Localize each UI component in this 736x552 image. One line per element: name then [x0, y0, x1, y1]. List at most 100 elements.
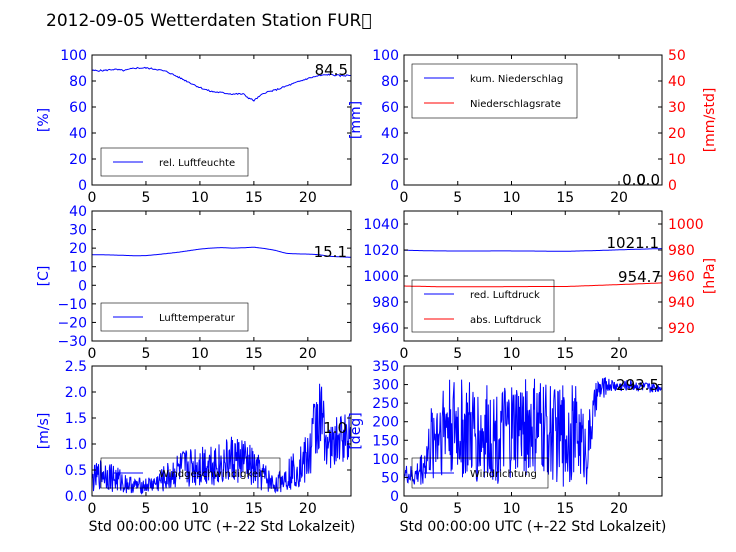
y-tick-label: −10 [57, 297, 87, 313]
y-tick-label: 300 [372, 378, 399, 394]
y-tick-label: 0.0 [65, 489, 87, 505]
y-axis-label: [%] [36, 108, 52, 132]
x-tick-label: 0 [400, 346, 409, 362]
y2-tick-label: 50 [668, 48, 686, 64]
x-tick-label: 5 [453, 190, 462, 206]
series-line-0 [91, 246, 351, 258]
legend-label: Windgeschwindigkeit [159, 469, 265, 480]
axes-frame [91, 365, 352, 497]
legend-box [100, 147, 249, 177]
x-axis-label-right: Std 00:00:00 UTC (+-22 Std Lokalzeit) [400, 519, 667, 535]
axes-frame [91, 210, 352, 342]
legend-label: Niederschlagsrate [470, 99, 561, 110]
series-line-0 [91, 383, 352, 495]
value-annotation: 1.0 [323, 419, 347, 437]
x-tick-label: 5 [141, 346, 150, 362]
x-tick-label: 20 [610, 346, 628, 362]
y2-tick-label: 940 [668, 295, 695, 311]
legend-box [411, 457, 549, 489]
y-tick-label: 40 [69, 204, 87, 220]
y-tick-label: 50 [381, 470, 399, 486]
panel-precipitation: 0 5 10 15 20 0 20 40 60 80 100 0 10 20 30 40 50 [mm] [mm/s… [348, 48, 718, 206]
y-tick-label: 960 [372, 321, 399, 337]
x-tick-label: 10 [191, 346, 209, 362]
y-tick-label: 980 [372, 295, 399, 311]
legend-label: abs. Luftdruck [470, 315, 541, 326]
series-line-0 [403, 377, 663, 487]
y2-tick-label: 920 [668, 321, 695, 337]
x-axis-label-left: Std 00:00:00 UTC (+-22 Std Lokalzeit) [89, 519, 356, 535]
y2-axis-label: [hPa] [702, 258, 718, 294]
axes-frame [403, 54, 663, 186]
x-tick-label: 0 [400, 501, 409, 517]
value-annotation: 84.5 [315, 61, 348, 79]
axes-frame [91, 54, 352, 186]
value-annotation: 15.1 [314, 243, 347, 261]
y-axis-label: [C] [36, 266, 52, 287]
y-axis-label: [deg] [348, 412, 364, 449]
x-tick-label: 20 [299, 501, 317, 517]
figure-title: 2012-09-05 Wetterdaten Station FUR  [46, 11, 372, 31]
y-tick-label: 350 [372, 359, 399, 375]
legend-box [100, 457, 281, 489]
y-tick-label: 1.0 [65, 437, 87, 453]
y-tick-label: 80 [69, 74, 87, 90]
y-tick-label: 1040 [363, 217, 399, 233]
y-tick-label: 100 [372, 48, 399, 64]
y2-tick-label: 10 [668, 152, 686, 168]
y-tick-label: −20 [57, 315, 87, 331]
x-tick-label: 5 [141, 501, 150, 517]
panel-wind-speed: 0 5 10 15 20 0.0 0.5 1.0 1.5 2.0 2.5 [m/s] Windgesch… [36, 359, 352, 517]
x-tick-label: 10 [191, 190, 209, 206]
x-tick-label: 0 [88, 346, 97, 362]
y-tick-label: 1000 [363, 269, 399, 285]
x-tick-label: 5 [453, 346, 462, 362]
y2-tick-label: 960 [668, 269, 695, 285]
x-tick-label: 15 [556, 190, 574, 206]
series-line-0 [404, 248, 662, 252]
x-tick-label: 15 [245, 501, 263, 517]
panel-pressure: 0 5 10 15 20 960 980 1000 1020 1040 920 940 960 980 10… [363, 210, 718, 362]
y-tick-label: 0 [390, 489, 399, 505]
legend-label: kum. Niederschlag [470, 74, 563, 85]
y-tick-label: 0 [78, 178, 87, 194]
x-tick-label: 10 [503, 501, 521, 517]
y-tick-label: 40 [69, 126, 87, 142]
series-line-1 [404, 282, 662, 288]
legend-box [100, 302, 249, 332]
x-tick-label: 0 [88, 501, 97, 517]
x-tick-label: 20 [610, 190, 628, 206]
y-tick-label: 250 [372, 396, 399, 412]
legend-label: Lufttemperatur [159, 313, 236, 324]
y2-tick-label: 0 [668, 178, 677, 194]
x-tick-label: 5 [141, 190, 150, 206]
y2-tick-label: 20 [668, 126, 686, 142]
x-tick-label: 15 [245, 190, 263, 206]
legend-box [411, 279, 555, 333]
y-tick-label: 20 [69, 241, 87, 257]
y-tick-label: 100 [372, 452, 399, 468]
y2-axis-label: [mm/std] [702, 88, 718, 153]
legend-box [411, 63, 578, 119]
y-axis-label: [mm] [348, 101, 364, 139]
x-tick-label: 20 [610, 501, 628, 517]
y-tick-label: 1020 [363, 243, 399, 259]
x-tick-label: 15 [556, 346, 574, 362]
y2-tick-label: 30 [668, 100, 686, 116]
y-tick-label: 30 [69, 223, 87, 239]
x-tick-label: 20 [299, 346, 317, 362]
axes-frame [403, 365, 663, 497]
y-tick-label: 2.5 [65, 359, 87, 375]
y-tick-label: 60 [381, 100, 399, 116]
y-tick-label: 80 [381, 74, 399, 90]
x-tick-label: 10 [503, 190, 521, 206]
y-tick-label: 1.5 [65, 411, 87, 427]
series-line-0 [91, 66, 351, 102]
panel-humidity: 0 5 10 15 20 0 20 40 60 80 100 [%] rel. Luftfeuchte 8… [36, 48, 352, 206]
value-annotation: 293.5 [616, 376, 659, 394]
y-tick-label: 10 [69, 260, 87, 276]
x-tick-label: 20 [299, 190, 317, 206]
x-tick-label: 0 [400, 190, 409, 206]
y-tick-label: 20 [69, 152, 87, 168]
